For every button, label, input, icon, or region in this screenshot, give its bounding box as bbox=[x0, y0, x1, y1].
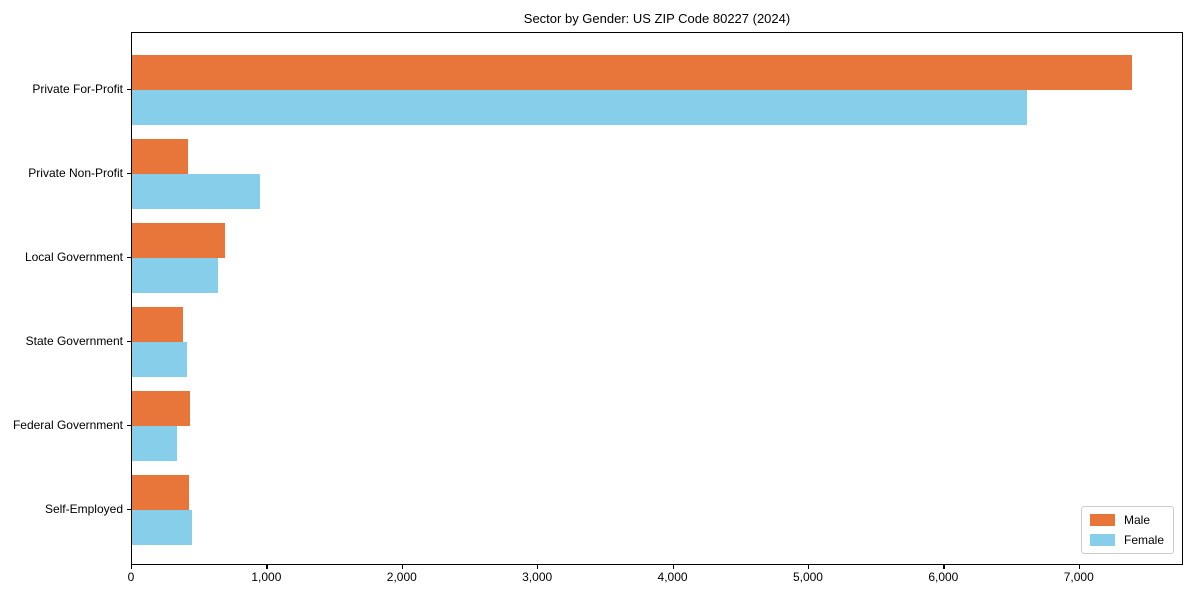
bar-female-private-non-profit bbox=[132, 174, 261, 209]
x-tick-label-4-000: 4,000 bbox=[657, 570, 688, 584]
bar-male-self-employed bbox=[132, 475, 189, 510]
x-tick-mark bbox=[672, 565, 674, 569]
y-axis-label-self-employed: Self-Employed bbox=[44, 502, 123, 516]
legend-label-female: Female bbox=[1123, 533, 1164, 547]
legend-entry-male: Male bbox=[1089, 513, 1164, 527]
legend-swatch-male bbox=[1089, 514, 1115, 526]
y-axis-label-private-for-profit: Private For-Profit bbox=[32, 82, 123, 96]
bar-female-local-government bbox=[132, 258, 219, 293]
x-tick-mark bbox=[943, 565, 945, 569]
x-tick-label-5-000: 5,000 bbox=[792, 570, 823, 584]
y-axis-label-private-non-profit: Private Non-Profit bbox=[28, 166, 123, 180]
legend-swatch-female bbox=[1089, 534, 1115, 546]
bar-male-federal-government bbox=[132, 391, 191, 426]
x-tick-label-0: 0 bbox=[127, 570, 135, 584]
legend: Male Female bbox=[1080, 506, 1174, 554]
y-tick-mark bbox=[127, 509, 131, 511]
legend-label-male: Male bbox=[1123, 513, 1150, 527]
x-tick-mark bbox=[131, 565, 133, 569]
bar-male-private-non-profit bbox=[132, 139, 189, 174]
y-tick-mark bbox=[127, 257, 131, 259]
bar-male-state-government bbox=[132, 307, 184, 342]
x-tick-mark bbox=[401, 565, 404, 569]
x-tick-mark bbox=[807, 565, 810, 569]
bar-female-private-for-profit bbox=[132, 90, 1027, 125]
x-tick-label-1-000: 1,000 bbox=[251, 570, 282, 584]
bar-female-self-employed bbox=[132, 510, 193, 545]
bar-female-federal-government bbox=[132, 426, 178, 461]
x-tick-label-2-000: 2,000 bbox=[386, 570, 417, 584]
x-tick-label-3-000: 3,000 bbox=[522, 570, 553, 584]
y-tick-mark bbox=[127, 89, 131, 91]
y-tick-mark bbox=[127, 173, 131, 175]
y-axis-label-state-government: State Government bbox=[25, 334, 123, 348]
chart-title: Sector by Gender: US ZIP Code 80227 (202… bbox=[523, 11, 791, 26]
bar-female-state-government bbox=[132, 342, 187, 377]
bar-male-local-government bbox=[132, 223, 226, 258]
legend-entry-female: Female bbox=[1089, 533, 1164, 547]
y-axis-label-local-government: Local Government bbox=[24, 250, 123, 264]
y-tick-mark bbox=[127, 341, 131, 343]
x-tick-label-6-000: 6,000 bbox=[928, 570, 959, 584]
plot-area: Male Female bbox=[131, 32, 1183, 565]
x-tick-mark bbox=[1078, 565, 1081, 569]
y-tick-mark bbox=[127, 425, 131, 427]
y-axis-label-federal-government: Federal Government bbox=[12, 418, 123, 432]
x-tick-mark bbox=[266, 565, 268, 569]
x-tick-label-7-000: 7,000 bbox=[1063, 570, 1094, 584]
bar-male-private-for-profit bbox=[132, 55, 1132, 90]
x-tick-mark bbox=[537, 565, 539, 569]
